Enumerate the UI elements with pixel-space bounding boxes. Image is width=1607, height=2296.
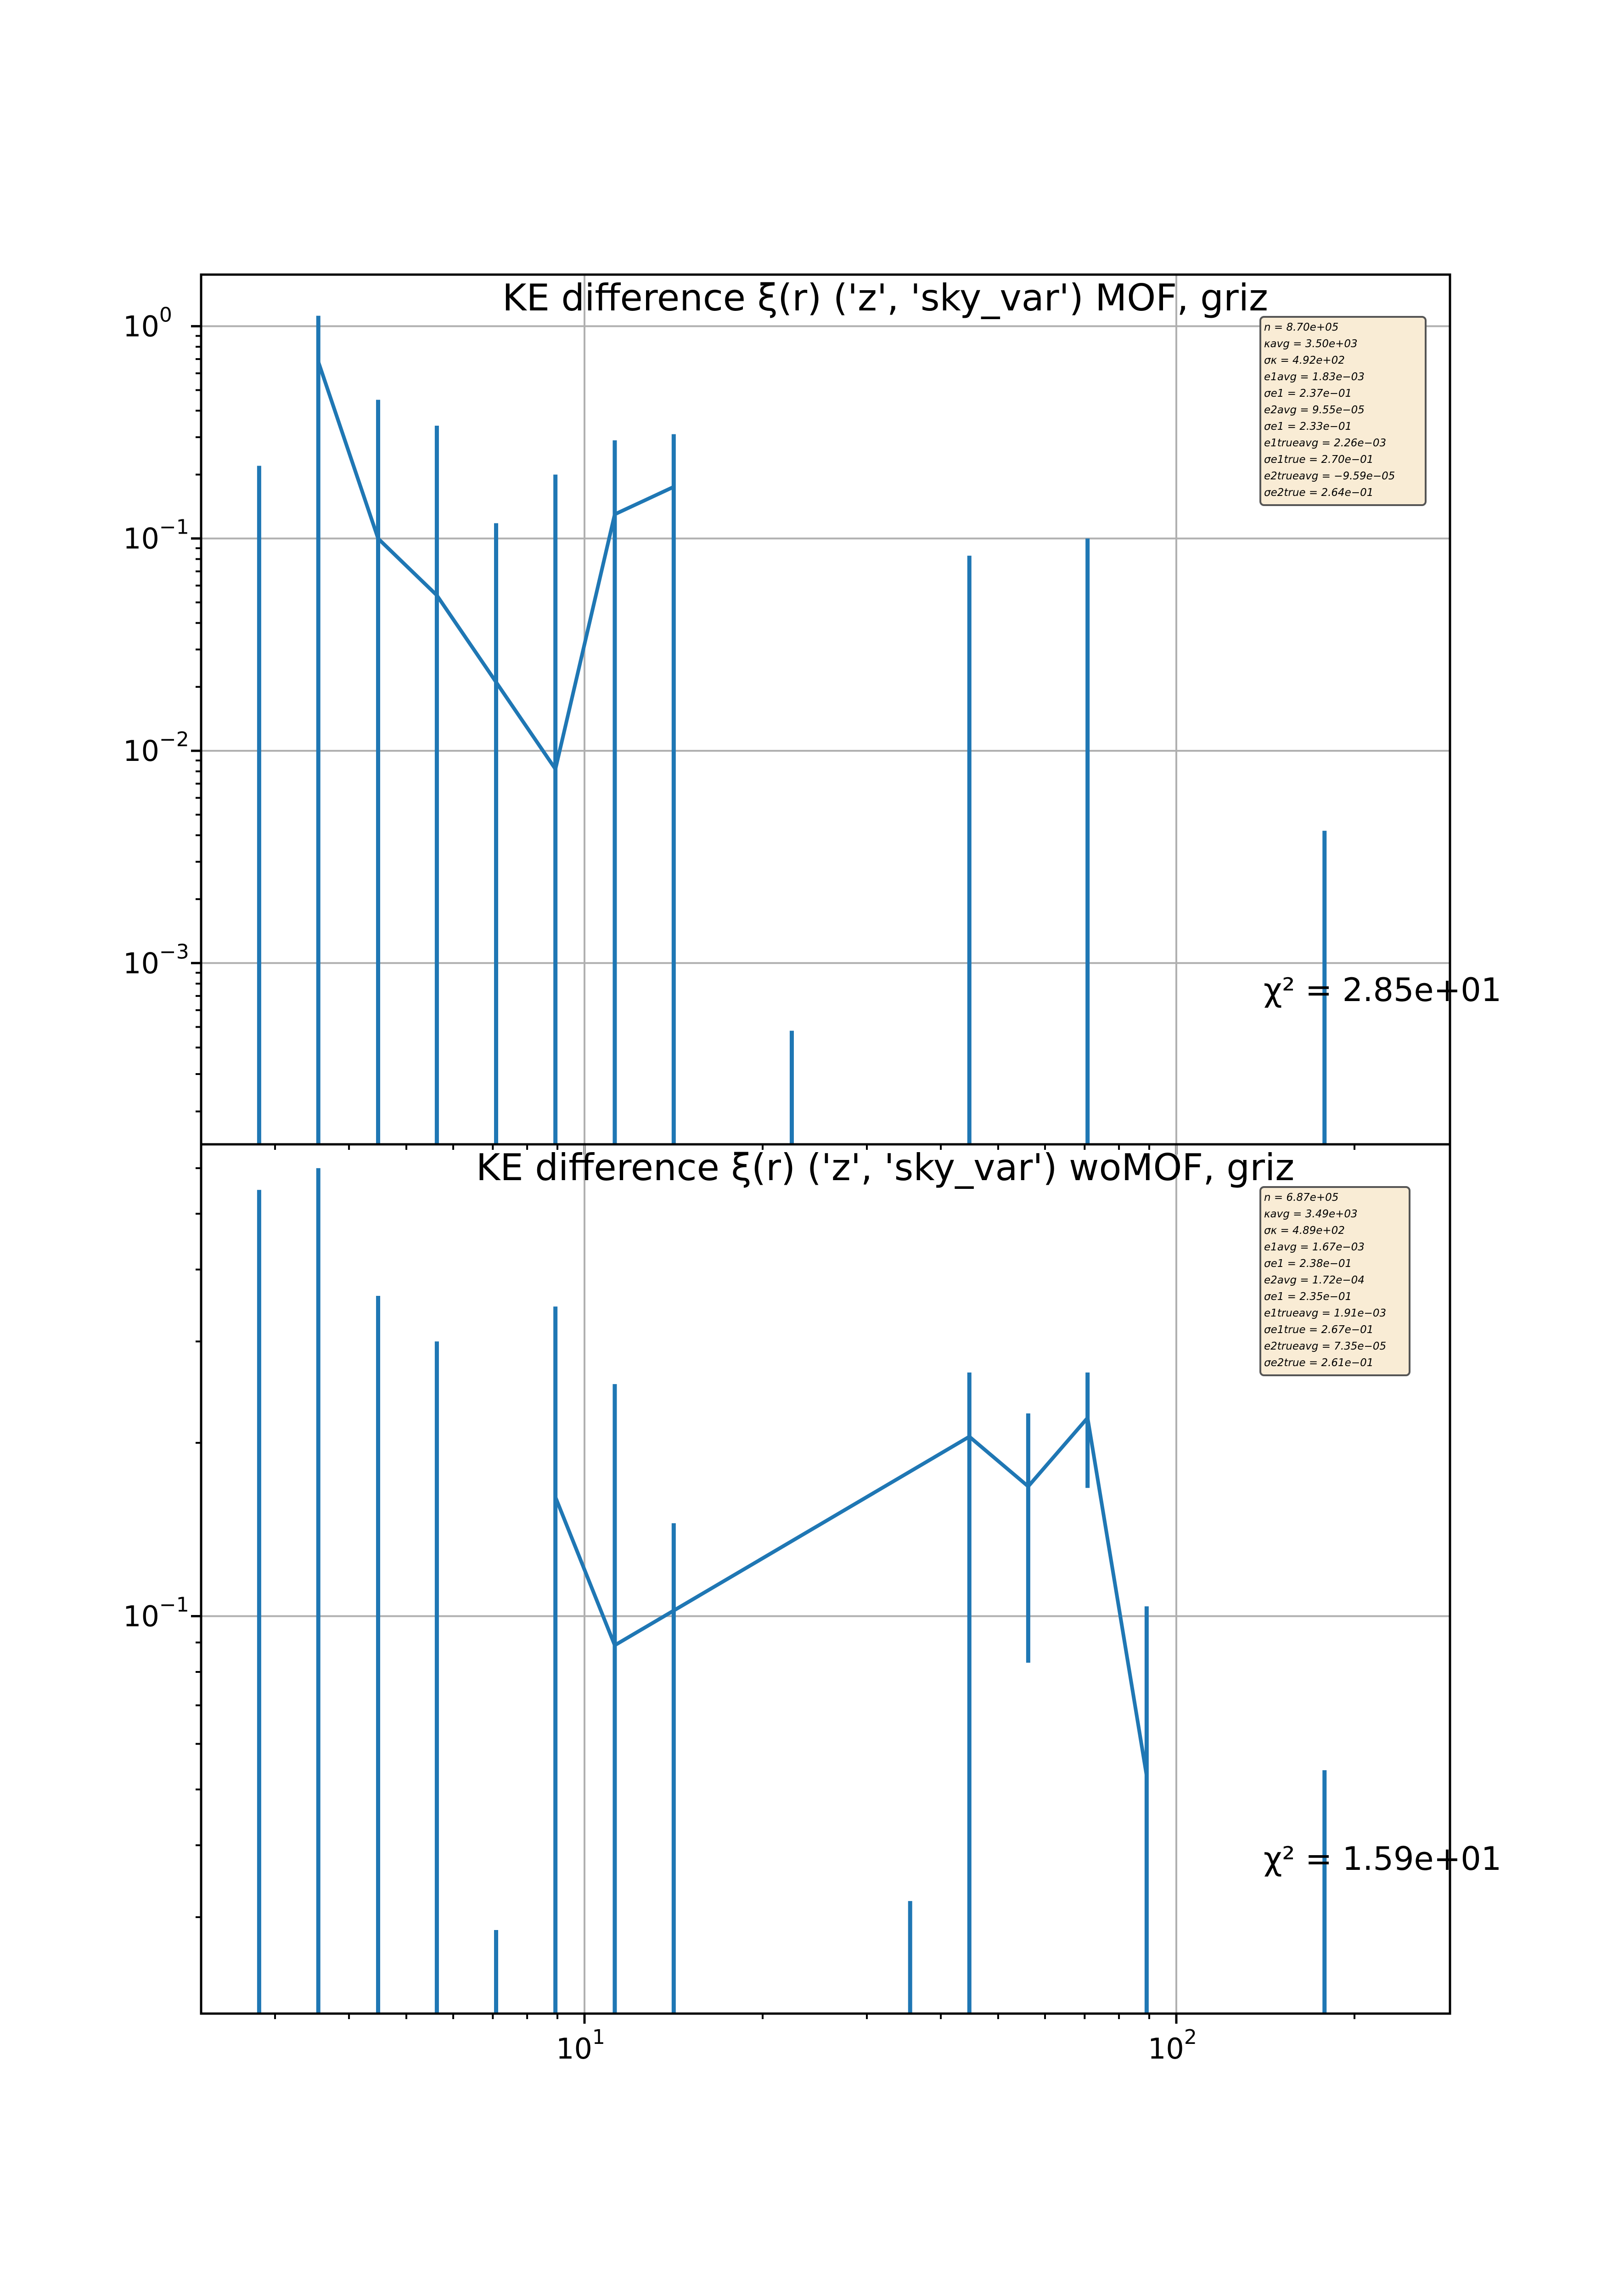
stats-line-10: σe2true = 2.61e−01 [1264,1357,1373,1369]
stats-line-3: e1avg = 1.83e−03 [1264,371,1365,383]
stats-line-5: e2avg = 9.55e−05 [1264,404,1365,416]
chi-squared-label: χ² = 1.59e+01 [1264,1840,1501,1878]
stats-line-10: σe2true = 2.64e−01 [1264,487,1373,499]
stats-line-6: σe1 = 2.35e−01 [1264,1291,1352,1303]
y-tick-label-1: 10−1 [123,516,189,556]
stats-line-9: e2trueavg = −9.59e−05 [1264,470,1395,482]
series-line [316,361,674,771]
error-bars [257,315,1327,1144]
chi-squared-label: χ² = 2.85e+01 [1264,971,1501,1009]
grid-lines [201,275,1450,1144]
stats-line-3: e1avg = 1.67e−03 [1264,1241,1365,1253]
stats-line-8: σe1true = 2.70e−01 [1264,454,1373,466]
axes-frame [200,1143,1451,2015]
series-polyline [553,1416,1149,1776]
chart-title: KE difference ξ(r) ('z', 'sky_var') woMO… [476,1146,1294,1189]
stats-line-2: σκ = 4.92e+02 [1264,355,1345,366]
stats-line-7: e1trueavg = 2.26e−03 [1264,437,1386,449]
stats-line-0: n = 8.70e+05 [1264,321,1338,333]
stats-box-background [1259,316,1427,506]
series-line [553,1416,1149,1776]
stats-line-9: e2trueavg = 7.35e−05 [1264,1340,1386,1352]
grid-lines [201,1144,1450,2014]
stats-line-4: σe1 = 2.37e−01 [1264,388,1352,400]
stats-line-0: n = 6.87e+05 [1264,1192,1338,1204]
stats-line-8: σe1true = 2.67e−01 [1264,1324,1373,1336]
stats-line-2: σκ = 4.89e+02 [1264,1225,1345,1237]
stats-line-1: κavg = 3.49e+03 [1264,1208,1358,1220]
series-polyline [316,361,674,771]
error-bars [257,1168,1327,2014]
stats-box: n = 8.70e+05 κavg = 3.50e+03 σκ = 4.92e+02… [1259,316,1427,506]
stats-line-5: e2avg = 1.72e−04 [1264,1274,1365,1286]
chart-title: KE difference ξ(r) ('z', 'sky_var') MOF,… [502,276,1268,319]
stats-line-1: κavg = 3.50e+03 [1264,338,1358,350]
stats-box-background [1259,1186,1410,1376]
stats-line-4: σe1 = 2.38e−01 [1264,1258,1352,1270]
stats-line-6: σe1 = 2.33e−01 [1264,421,1352,433]
stats-box: n = 6.87e+05 κavg = 3.49e+03 σκ = 4.89e+02… [1259,1186,1410,1376]
stats-line-7: e1trueavg = 1.91e−03 [1264,1307,1386,1319]
